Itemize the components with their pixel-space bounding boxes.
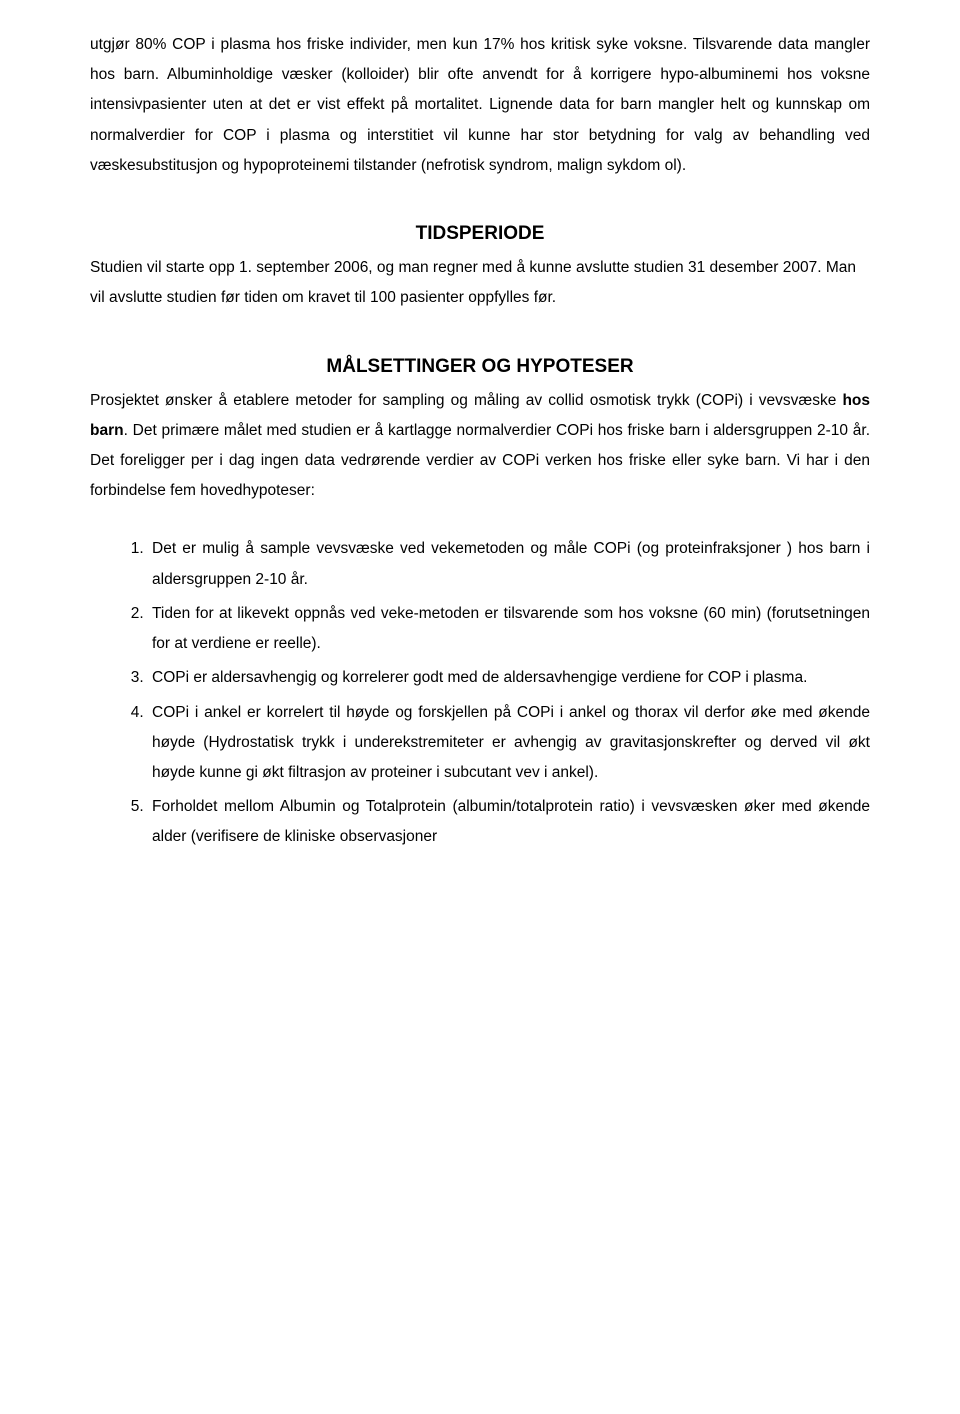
list-item: Forholdet mellom Albumin og Totalprotein… (148, 792, 870, 852)
section-heading-tidsperiode: TIDSPERIODE (90, 223, 870, 245)
list-item: Det er mulig å sample vevsvæske ved veke… (148, 534, 870, 594)
list-item: COPi er aldersavhengig og korrelerer god… (148, 663, 870, 693)
list-item: COPi i ankel er korrelert til høyde og f… (148, 698, 870, 789)
section-body-tidsperiode: Studien vil starte opp 1. september 2006… (90, 253, 870, 313)
hypotheses-list: Det er mulig å sample vevsvæske ved veke… (90, 534, 870, 852)
section-body-malsettinger: Prosjektet ønsker å etablere metoder for… (90, 386, 870, 507)
body-post: . Det primære målet med studien er å kar… (90, 422, 870, 499)
list-item: Tiden for at likevekt oppnås ved veke-me… (148, 599, 870, 659)
body-pre: Prosjektet ønsker å etablere metoder for… (90, 392, 842, 409)
intro-paragraph: utgjør 80% COP i plasma hos friske indiv… (90, 30, 870, 181)
section-heading-malsettinger: MÅLSETTINGER OG HYPOTESER (90, 356, 870, 378)
